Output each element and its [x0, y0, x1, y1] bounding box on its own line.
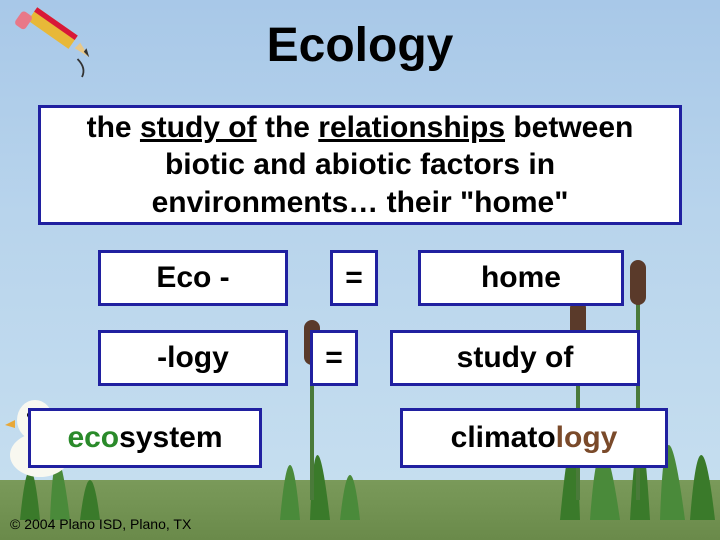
home-box: home: [418, 250, 624, 306]
slide-title: Ecology: [0, 0, 720, 73]
equals-text-2: =: [325, 341, 343, 375]
definition-text: the study of the relationships between b…: [53, 109, 667, 222]
definition-box: the study of the relationships between b…: [38, 105, 682, 225]
pencil-icon: [10, 5, 100, 95]
ecosystem-box: ecosystem: [28, 408, 262, 468]
logy-suffix-box: -logy: [98, 330, 288, 386]
ecosystem-text: ecosystem: [67, 421, 222, 455]
home-text: home: [481, 261, 561, 295]
eco-prefix-text: Eco -: [156, 261, 229, 295]
eco-prefix-box: Eco -: [98, 250, 288, 306]
climato-part: climato: [451, 421, 556, 454]
logy-part: logy: [556, 421, 618, 454]
climatology-text: climatology: [451, 421, 618, 455]
studyof-box: study of: [390, 330, 640, 386]
equals-text-1: =: [345, 261, 363, 295]
copyright-text: © 2004 Plano ISD, Plano, TX: [10, 516, 191, 532]
equals-box-1: =: [330, 250, 378, 306]
climatology-box: climatology: [400, 408, 668, 468]
system-part: system: [119, 421, 222, 454]
studyof-text: study of: [457, 341, 574, 375]
eco-part: eco: [67, 421, 119, 454]
equals-box-2: =: [310, 330, 358, 386]
logy-suffix-text: -logy: [157, 341, 229, 375]
